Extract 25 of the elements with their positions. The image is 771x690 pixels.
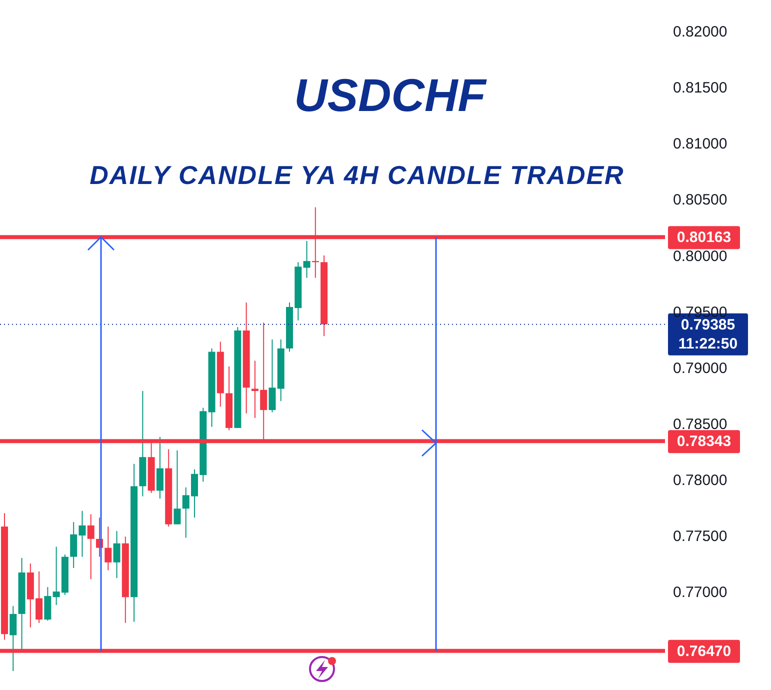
y-tick-label: 0.81000 xyxy=(673,136,728,153)
candlestick xyxy=(156,436,164,500)
ref-line-label: 0.79385 11:22:50 xyxy=(678,316,738,352)
text: DAILY CANDLE YA 4H CANDLE TRADER xyxy=(88,160,626,191)
y-tick-label: 0.80000 xyxy=(673,248,728,265)
ref-line-label: 0.80163 xyxy=(676,229,732,246)
candlestick xyxy=(87,514,94,580)
y-tick-label: 0.79000 xyxy=(673,360,728,377)
y-tick-label: 0.77500 xyxy=(673,528,728,545)
y-tick-label: 0.80500 xyxy=(673,192,728,209)
y-tick-label: 0.82000 xyxy=(673,24,728,41)
candlestick xyxy=(113,530,120,579)
ref-line-label: 0.78343 xyxy=(676,433,732,450)
y-tick-label: 0.77000 xyxy=(673,584,728,601)
candlestick xyxy=(10,606,17,672)
candlestick xyxy=(174,450,181,525)
y-tick-label: 0.78000 xyxy=(673,472,728,489)
ref-line-label: 0.76470 xyxy=(676,642,732,660)
candlestick xyxy=(44,586,52,622)
text: USDCHF xyxy=(294,69,486,121)
y-tick-label: 0.81500 xyxy=(673,80,728,97)
candlestick xyxy=(303,240,310,278)
candlestick xyxy=(268,338,276,413)
y-tick-label: 0.78500 xyxy=(673,416,728,433)
candlestick xyxy=(104,526,112,571)
